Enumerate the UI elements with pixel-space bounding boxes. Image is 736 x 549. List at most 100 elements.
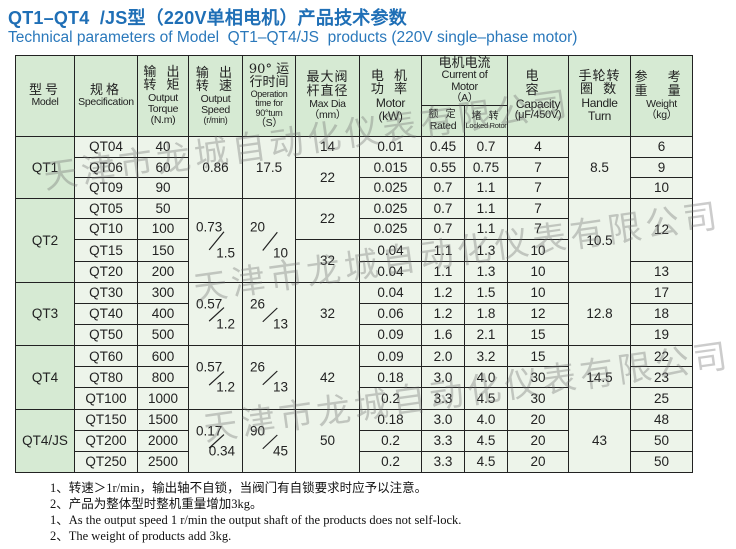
motor-cell: 0.2: [359, 429, 422, 452]
torque-cell: 300: [137, 281, 189, 304]
spec-cell: QT50: [74, 323, 138, 347]
model-cell: QT2: [15, 197, 75, 283]
fraction-top: 26: [250, 296, 266, 312]
table-row: QT200 2000 0.2 3.3 4.5 20 50: [16, 429, 694, 452]
fraction-bottom: 45: [272, 443, 288, 459]
handle-turn-cell: 12.8: [568, 281, 632, 346]
spec-cell: QT10: [74, 218, 138, 240]
torque-cell: 400: [137, 302, 189, 325]
header-max-dia: 最大阀 杆直径 Max Dia （mm）: [295, 55, 360, 137]
fraction-bottom: 1.5: [216, 245, 235, 261]
torque-cell: 90: [137, 177, 189, 199]
fraction-bottom: 1.2: [216, 316, 235, 332]
handle-turn-cell: 8.5: [568, 136, 632, 199]
rated-current-cell: 3.0: [421, 366, 465, 389]
weight-cell: 10: [630, 177, 694, 199]
model-cell: QT1: [15, 136, 75, 199]
capacity-cell: 15: [507, 344, 570, 368]
locked-current-cell: 1.1: [463, 197, 509, 219]
capacity-cell: 30: [507, 366, 570, 389]
fraction-bottom: 13: [272, 379, 288, 395]
fraction-top: 26: [250, 359, 266, 375]
note-en-1: 1、As the output speed 1 r/min the output…: [50, 513, 462, 527]
locked-current-cell: 1.1: [463, 177, 509, 199]
spec-cell: QT15: [74, 238, 138, 262]
weight-cell: 50: [630, 450, 694, 474]
torque-cell: 800: [137, 366, 189, 389]
header-model: 型号 Model: [15, 55, 75, 137]
spec-cell: QT60: [74, 344, 138, 368]
locked-current-cell: 1.3: [463, 261, 509, 283]
spec-cell: QT200: [74, 429, 138, 452]
speed-cell: 0.17 0.34: [188, 408, 243, 473]
max-dia-cell: 50: [295, 408, 360, 473]
motor-cell: 0.04: [359, 261, 422, 283]
table-row: QT09 90 0.025 0.7 1.1 7 10: [16, 177, 694, 199]
torque-cell: 1000: [137, 387, 189, 410]
torque-cell: 200: [137, 261, 189, 283]
weight-cell: 19: [630, 323, 694, 347]
capacity-cell: 12: [507, 302, 570, 325]
fraction-top: 0.57: [196, 296, 223, 312]
fraction-top: 0.17: [196, 423, 223, 439]
motor-cell: 0.09: [359, 323, 422, 347]
table-row: QT100 1000 0.2 3.3 4.5 30 25: [16, 387, 694, 410]
table-row: QT1 QT04 40 0.86 17.5 14 0.01 0.45 0.7 4 8.5 6: [15, 136, 694, 199]
handle-turn-cell: 14.5: [568, 345, 632, 410]
spec-cell: QT150: [74, 408, 138, 431]
header-weight: 参 考重 量 Weight （kg）: [630, 55, 694, 137]
rated-current-cell: 0.7: [421, 218, 465, 240]
rated-current-cell: 1.1: [421, 238, 465, 262]
rated-current-cell: 1.2: [421, 281, 465, 304]
rated-current-cell: 3.3: [421, 387, 465, 410]
torque-cell: 1500: [137, 408, 189, 431]
max-dia-cell: 32: [295, 281, 360, 346]
motor-cell: 0.025: [359, 218, 422, 240]
header-time: 90° 运行时间 Operation time for 90°turn （S）: [242, 55, 296, 137]
torque-cell: 50: [137, 197, 189, 219]
rated-current-cell: 0.7: [421, 197, 465, 219]
note-cn-1: 1、转速＞1r/min，输出轴不自锁，当阀门有自锁要求时应予以注意。: [50, 481, 428, 495]
capacity-cell: 10: [507, 281, 570, 304]
rated-current-cell: 1.6: [421, 323, 465, 347]
fraction-bottom: 10: [272, 245, 288, 261]
capacity-cell: 20: [507, 450, 570, 474]
note-en-2: 2、The weight of products add 3kg.: [50, 529, 232, 543]
weight-cell: 13: [630, 261, 694, 283]
header-torque: 输 出转 矩 Output Torque (N.m): [137, 55, 189, 137]
motor-cell: 0.025: [359, 177, 422, 199]
locked-current-cell: 4.5: [463, 450, 509, 474]
locked-current-cell: 1.8: [463, 302, 509, 325]
table-row: QT4/JS QT150 1500 0.17 0.34 90 45 50 0.18 3.0 4.0 2…: [15, 408, 694, 473]
capacity-cell: 10: [507, 238, 570, 262]
capacity-cell: 20: [507, 429, 570, 452]
speed-cell: 0.86: [188, 136, 243, 199]
model-cell: QT4/JS: [15, 408, 75, 473]
handle-turn-cell: 10.5: [568, 197, 632, 283]
header-speed: 输 出转 速 Output Speed (r/min): [188, 55, 243, 137]
spec-cell: QT100: [74, 387, 138, 410]
spec-cell: QT40: [74, 302, 138, 325]
header-rated: 额 定 Rated: [421, 105, 465, 137]
weight-cell: 9: [630, 156, 694, 178]
weight-cell: 12: [630, 197, 694, 262]
locked-current-cell: 4.0: [463, 408, 509, 431]
capacity-cell: 10: [507, 261, 570, 283]
header-current: 电机电流 Current of Motor （A）: [420, 55, 509, 106]
fraction-top: 0.73: [196, 219, 223, 235]
header-spec: 规格 Specification: [74, 55, 138, 137]
torque-cell: 100: [137, 218, 189, 240]
capacity-cell: 20: [507, 408, 570, 431]
table-row: QT250 2500 0.2 3.3 4.5 20 50: [16, 450, 694, 474]
header-motor: 电 机功 率 Motor (kW): [359, 55, 422, 137]
motor-cell: 0.025: [359, 197, 422, 219]
spec-table: 型号 Model 规格 Specification 输 出转 矩 Output Tor…: [15, 55, 694, 474]
rated-current-cell: 3.3: [421, 429, 465, 452]
table-row: QT3 QT30 300 0.57 1.2 26 13 32 0.04 1.2 1.5 10 12.8 1…: [15, 281, 694, 346]
rated-current-cell: 0.45: [421, 136, 465, 158]
fraction-bottom: 13: [272, 316, 288, 332]
capacity-cell: 7: [507, 156, 570, 178]
max-dia-cell: 22: [295, 156, 360, 199]
motor-cell: 0.18: [359, 408, 422, 431]
table-row: QT2 QT05 50 0.73 1.5 20 10 22 0.025 0.7 1.1 7 10.5 12: [15, 197, 694, 283]
